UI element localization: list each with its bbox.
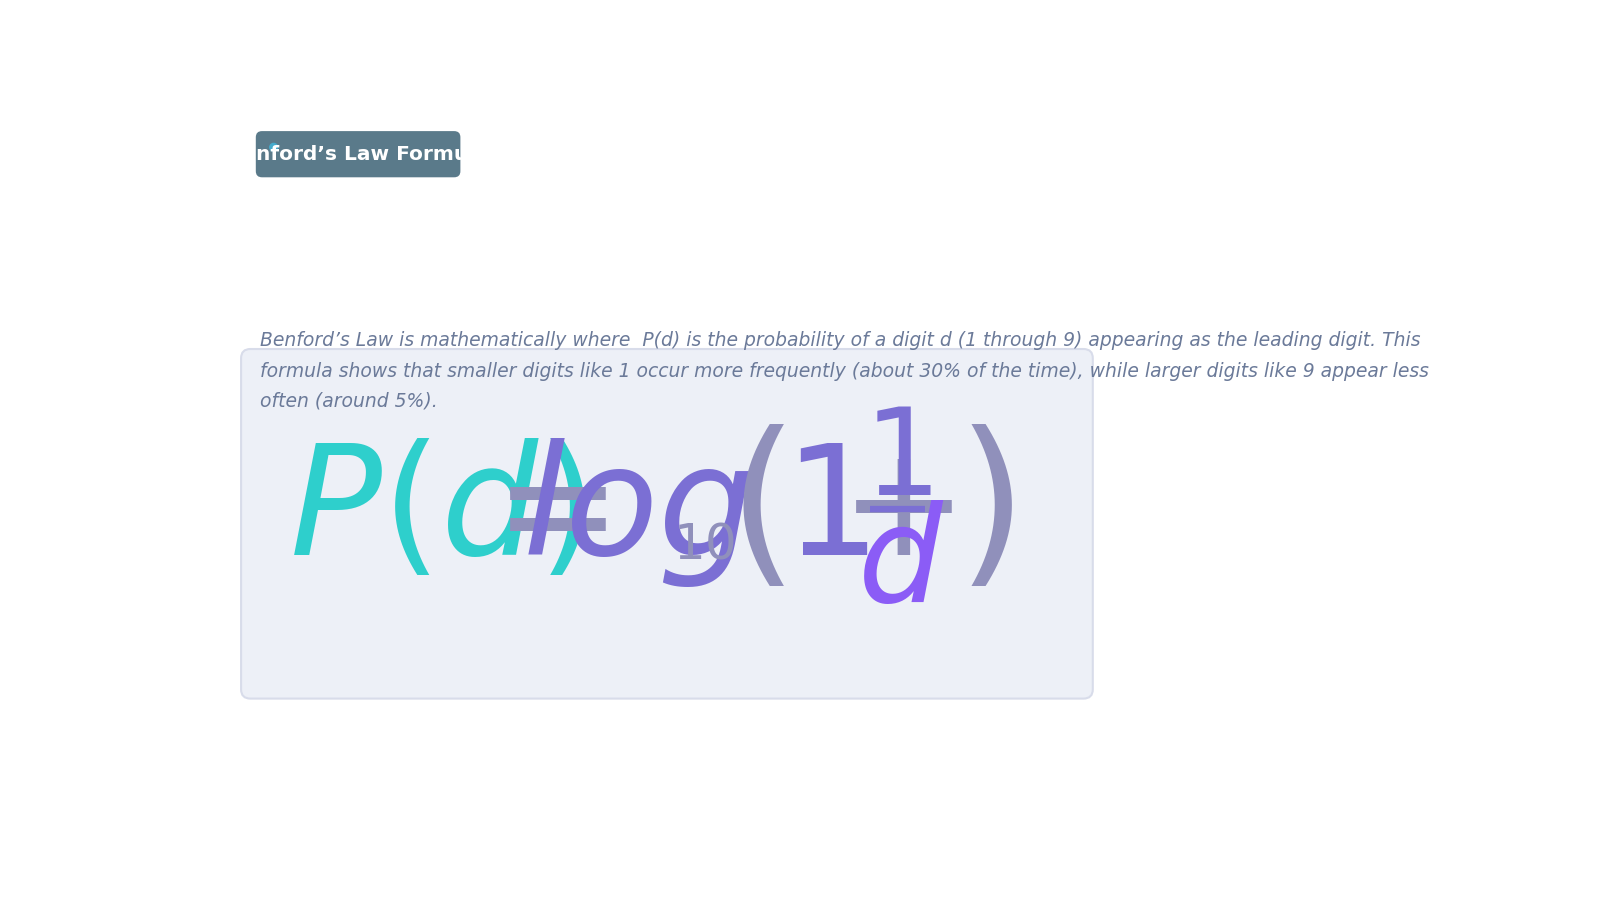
Text: $\mathit{1}$: $\mathit{1}$ — [782, 437, 867, 587]
Text: $)$: $)$ — [955, 424, 1013, 600]
Polygon shape — [258, 156, 290, 168]
Text: $=$: $=$ — [464, 437, 606, 587]
FancyBboxPatch shape — [256, 131, 461, 177]
Text: $+$: $+$ — [840, 437, 954, 587]
Text: $($: $($ — [726, 424, 786, 600]
Text: $\mathregular{10}$: $\mathregular{10}$ — [672, 520, 734, 569]
Text: $\mathit{log}$: $\mathit{log}$ — [522, 436, 750, 589]
FancyBboxPatch shape — [259, 132, 288, 158]
Text: Benford’s Law is mathematically where  P(d) is the probability of a digit d (1 t: Benford’s Law is mathematically where P(… — [261, 331, 1429, 410]
Text: kpi: kpi — [354, 132, 394, 158]
FancyBboxPatch shape — [242, 349, 1093, 698]
Text: Benford’s Law Formula: Benford’s Law Formula — [227, 145, 490, 164]
Text: simple: simple — [298, 132, 386, 158]
Text: $\mathit{d}$: $\mathit{d}$ — [858, 500, 944, 630]
Text: $\mathit{P(d)}$: $\mathit{P(d)}$ — [290, 437, 586, 587]
Text: $\mathit{1}$: $\mathit{1}$ — [864, 403, 931, 520]
Circle shape — [270, 143, 277, 151]
